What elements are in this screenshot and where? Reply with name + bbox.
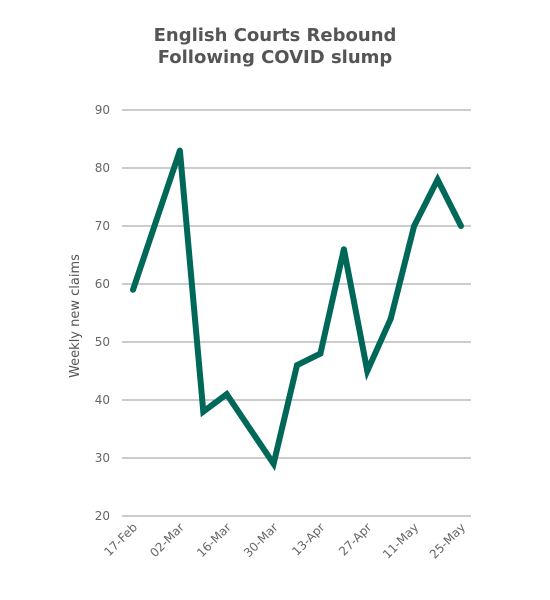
y-tick-label-20: 20 (95, 509, 110, 523)
data-point-13-Apr (317, 350, 324, 357)
y-tick-label-60: 60 (95, 277, 110, 291)
data-point-23-Mar (247, 426, 254, 432)
data-point-24-Feb (153, 217, 160, 224)
data-point-18-May (434, 176, 441, 183)
data-point-20-Apr (340, 246, 347, 253)
x-tick-label-25-May: 25-May (427, 520, 468, 561)
data-point-25-May (458, 223, 464, 229)
x-axis-ticks: 17-Feb 02-Mar 16-Mar 30-Mar 13-Apr 27-Apr 11-M… (101, 520, 468, 561)
data-point-06-Apr (294, 362, 300, 369)
data-point-11-May (411, 223, 418, 229)
y-tick-label-50: 50 (95, 335, 110, 349)
x-tick-label-30-Mar: 30-Mar (241, 520, 281, 560)
data-point-04-May (387, 315, 394, 322)
y-axis-ticks: 20 30 40 50 60 70 80 90 (95, 103, 110, 523)
data-point-27-Apr (364, 368, 371, 374)
x-tick-label-13-Apr: 13-Apr (289, 520, 327, 558)
y-tick-label-80: 80 (95, 161, 110, 175)
x-tick-label-16-Mar: 16-Mar (194, 520, 234, 560)
data-point-17-Feb (130, 286, 136, 293)
y-axis-label: Weekly new claims (68, 254, 83, 378)
x-tick-label-02-Mar: 02-Mar (147, 520, 187, 560)
y-tick-label-30: 30 (95, 451, 110, 465)
data-point-02-Mar (176, 147, 183, 154)
series-group (130, 147, 464, 472)
series-line-0 (130, 149, 464, 472)
chart-title-line-2: Following COVID slump (157, 47, 393, 68)
y-tick-label-90: 90 (95, 103, 110, 117)
data-point-16-Mar (223, 391, 230, 398)
data-point-09-Mar (200, 408, 207, 415)
x-tick-label-27-Apr: 27-Apr (336, 520, 374, 558)
gridlines (122, 109, 471, 517)
y-tick-label-40: 40 (95, 393, 110, 407)
x-tick-label-11-May: 11-May (380, 520, 421, 561)
x-tick-label-17-Feb: 17-Feb (101, 520, 140, 559)
chart-title: English Courts Rebound Following COVID s… (0, 25, 550, 69)
chart-title-line-1: English Courts Rebound (153, 25, 397, 46)
data-point-30-Mar (270, 460, 277, 467)
y-tick-label-70: 70 (95, 219, 110, 233)
